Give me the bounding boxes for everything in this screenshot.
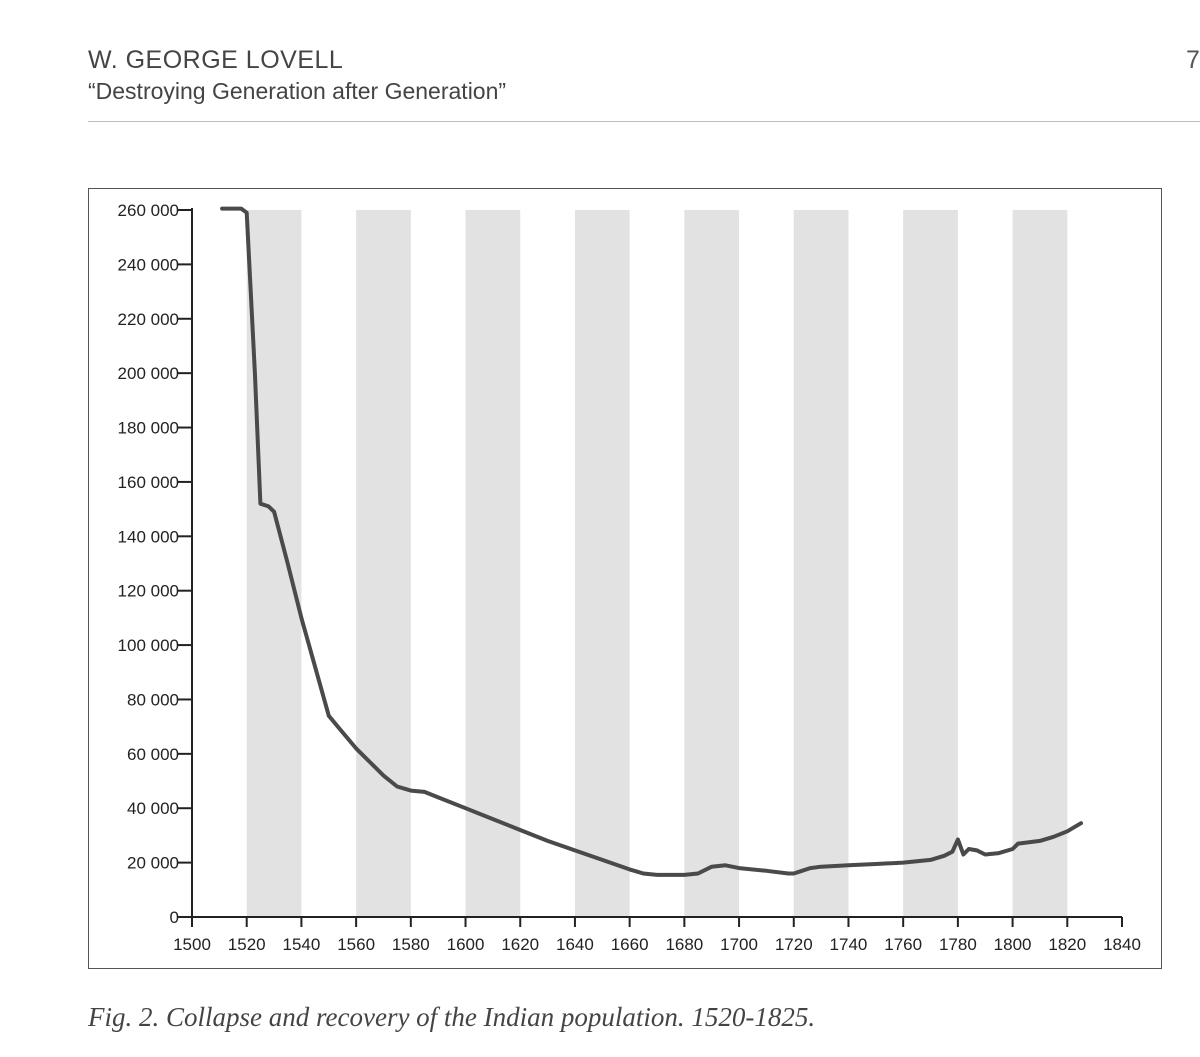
y-tick-label: 160 000 — [118, 473, 179, 492]
x-tick-label: 1680 — [665, 935, 703, 954]
x-tick-label: 1640 — [556, 935, 594, 954]
shaded-band — [356, 210, 411, 917]
x-tick-label: 1740 — [830, 935, 868, 954]
x-tick-label: 1560 — [337, 935, 375, 954]
x-tick-label: 1820 — [1048, 935, 1086, 954]
y-tick-label: 220 000 — [118, 310, 179, 329]
x-tick-label: 1720 — [775, 935, 813, 954]
shaded-band — [903, 210, 958, 917]
shaded-band — [1012, 210, 1068, 917]
shaded-band — [793, 210, 849, 917]
y-tick-label: 140 000 — [118, 527, 179, 546]
x-tick-label: 1580 — [392, 935, 430, 954]
y-tick-label: 240 000 — [118, 255, 179, 274]
y-tick-label: 80 000 — [127, 690, 179, 709]
y-tick-label: 180 000 — [118, 419, 179, 438]
y-tick-label: 200 000 — [118, 364, 179, 383]
x-tick-label: 1540 — [282, 935, 320, 954]
y-tick-label: 40 000 — [127, 799, 179, 818]
x-tick-label: 1700 — [720, 935, 758, 954]
x-tick-label: 1520 — [228, 935, 266, 954]
x-tick-label: 1840 — [1103, 935, 1141, 954]
shaded-band — [684, 210, 740, 917]
population-series-line — [220, 206, 1083, 877]
x-tick-label: 1600 — [447, 935, 485, 954]
header-divider — [88, 121, 1200, 122]
y-tick-label: 60 000 — [127, 745, 179, 764]
x-tick-label: 1780 — [939, 935, 977, 954]
shaded-band — [465, 210, 521, 917]
x-tick-label: 1660 — [611, 935, 649, 954]
y-tick-label: 100 000 — [118, 636, 179, 655]
shaded-band — [246, 210, 302, 917]
running-header-author: W. GEORGE LOVELL — [88, 46, 344, 74]
shaded-band — [574, 210, 630, 917]
y-tick-label: 0 — [170, 908, 179, 927]
x-tick-label: 1800 — [994, 935, 1032, 954]
population-line-chart: 0 20 000 40 000 60 000 80 000 100 000 120 000 1… — [118, 201, 1141, 954]
page-number: 7 — [1186, 46, 1200, 74]
figure-caption: Fig. 2. Collapse and recovery of the Ind… — [88, 1002, 816, 1032]
x-tick-label: 1500 — [173, 935, 211, 954]
x-tick-label: 1620 — [501, 935, 539, 954]
x-tick-label: 1760 — [884, 935, 922, 954]
y-tick-label: 120 000 — [118, 582, 179, 601]
chart-frame — [88, 188, 1162, 969]
y-tick-label: 20 000 — [127, 854, 179, 873]
y-tick-label: 260 000 — [118, 201, 179, 220]
running-header-title: “Destroying Generation after Generation” — [88, 78, 507, 104]
